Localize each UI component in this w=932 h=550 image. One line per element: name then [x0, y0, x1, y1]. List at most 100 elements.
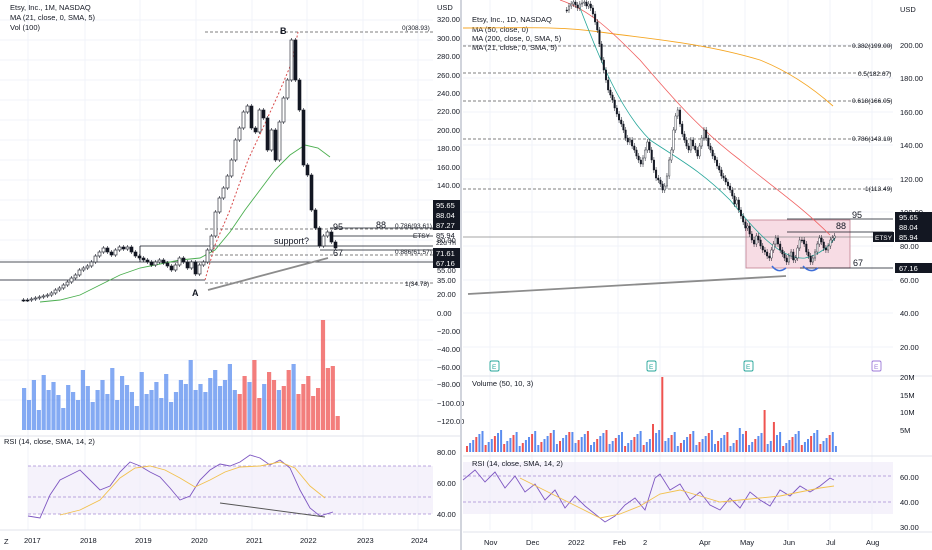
left-y-tick: 80.00 — [437, 236, 456, 245]
right-volume-bar — [803, 442, 806, 452]
earnings-icon[interactable] — [871, 360, 882, 372]
right-candle — [772, 243, 775, 251]
right-volume-bar — [720, 438, 723, 452]
right-candle — [594, 13, 597, 23]
left-candle — [101, 247, 106, 253]
right-candle — [739, 209, 742, 217]
right-ma50-label: MA (50, close, 0) — [472, 25, 529, 34]
left-volume-bar — [237, 394, 242, 430]
left-x-tick: 2020 — [191, 536, 208, 545]
right-candle — [768, 255, 771, 259]
right-candle — [785, 257, 788, 263]
svg-text:E: E — [492, 364, 497, 371]
right-time-axis[interactable]: Nov Dec 2022 Feb 2 Apr May Jun Jul Aug — [484, 538, 879, 547]
right-ma50-line — [559, 0, 831, 236]
right-candle — [570, 3, 573, 7]
right-candle — [829, 239, 832, 247]
right-candle — [628, 139, 631, 143]
right-earnings-markers[interactable]: E E E E — [489, 360, 882, 372]
left-volume-bar — [291, 364, 296, 430]
right-candle — [670, 149, 673, 161]
left-volume-bar — [41, 375, 46, 430]
right-volume-bar — [791, 437, 794, 452]
left-candle — [21, 299, 26, 302]
left-volume-bar — [169, 402, 174, 430]
right-volume-bar — [655, 433, 658, 452]
left-candle — [105, 247, 110, 253]
right-candle — [622, 123, 625, 131]
left-y-tick: −100.00 — [437, 399, 464, 408]
left-y-tick: 55.00 — [437, 266, 456, 275]
right-x-tick: Aug — [866, 538, 879, 547]
right-volume-bar — [828, 435, 831, 452]
right-volume-bar — [772, 422, 775, 452]
left-candle — [189, 261, 194, 269]
right-candle — [652, 159, 655, 171]
right-volume-bar — [484, 445, 487, 452]
right-volume-bar — [673, 432, 676, 452]
svg-text:88.04: 88.04 — [899, 223, 918, 232]
right-volume-bar — [710, 430, 713, 452]
left-candle — [133, 251, 138, 257]
right-volume-label: Volume (50, 10, 3) — [472, 379, 534, 388]
left-volume-bar — [193, 390, 198, 430]
left-candle — [113, 249, 118, 256]
right-candle — [761, 245, 764, 251]
right-volume-bar — [683, 440, 685, 452]
right-candle — [794, 257, 797, 261]
left-volume-bar — [100, 380, 105, 430]
left-candle — [81, 267, 86, 271]
right-volume-bar — [658, 430, 661, 452]
right-candle — [607, 79, 610, 91]
left-volume-bar — [159, 398, 164, 430]
right-fib-618: 0.618(166.05) — [852, 98, 892, 105]
left-volume-bar — [46, 390, 51, 430]
left-candle — [93, 255, 98, 263]
left-volume-bar — [144, 394, 149, 430]
right-candle — [807, 251, 810, 257]
left-tag-9565: 95.65 — [436, 201, 455, 210]
left-rsi-ma — [59, 461, 326, 516]
right-volume-bar — [782, 446, 785, 452]
right-volume-bar — [624, 446, 627, 452]
right-candle — [755, 235, 758, 245]
earnings-icon[interactable] — [743, 360, 754, 372]
right-candle — [733, 195, 736, 205]
left-volume-bar — [281, 386, 286, 430]
right-candle — [576, 4, 579, 9]
left-candle — [145, 259, 150, 263]
right-volume-bar — [648, 439, 651, 452]
left-chart-pane[interactable]: Etsy, Inc., 1M, NASDAQ MA (21, close, 0,… — [0, 0, 464, 550]
svg-text:5M: 5M — [900, 426, 910, 435]
right-candle — [672, 129, 675, 151]
right-ma200-label: MA (200, close, 0, SMA, 5) — [472, 34, 562, 43]
left-volume-bar — [36, 410, 41, 430]
earnings-icon[interactable] — [646, 360, 657, 372]
right-x-tick: Dec — [526, 538, 540, 547]
right-volume-bar — [636, 434, 639, 452]
left-time-axis[interactable]: 2017 2018 2019 2020 2021 2022 2023 2024 — [24, 536, 428, 545]
right-candle — [602, 59, 605, 71]
left-volume-bar — [188, 360, 193, 430]
left-candle — [305, 164, 310, 176]
left-candle — [289, 39, 294, 81]
left-level-88: 88 — [376, 220, 386, 230]
right-candle — [598, 29, 601, 45]
right-candle — [827, 245, 830, 251]
left-candle — [237, 127, 242, 141]
right-y-tick: 60.00 — [900, 276, 919, 285]
right-chart-pane[interactable]: Etsy, Inc., 1D, NASDAQ MA (50, close, 0)… — [462, 0, 932, 547]
left-volume-bar — [198, 384, 203, 430]
right-candle — [659, 179, 662, 185]
right-x-tick: Apr — [699, 538, 711, 547]
right-candle — [657, 177, 660, 181]
left-candle — [217, 197, 222, 213]
left-candle — [173, 264, 178, 271]
right-volume-bar — [559, 441, 561, 452]
earnings-icon[interactable] — [489, 360, 500, 372]
left-y-tick: 35.00 — [437, 276, 456, 285]
left-x-tick: 2017 — [24, 536, 41, 545]
right-volume-bar — [645, 442, 648, 452]
left-candle — [129, 246, 134, 253]
left-volume-bar — [51, 382, 56, 430]
